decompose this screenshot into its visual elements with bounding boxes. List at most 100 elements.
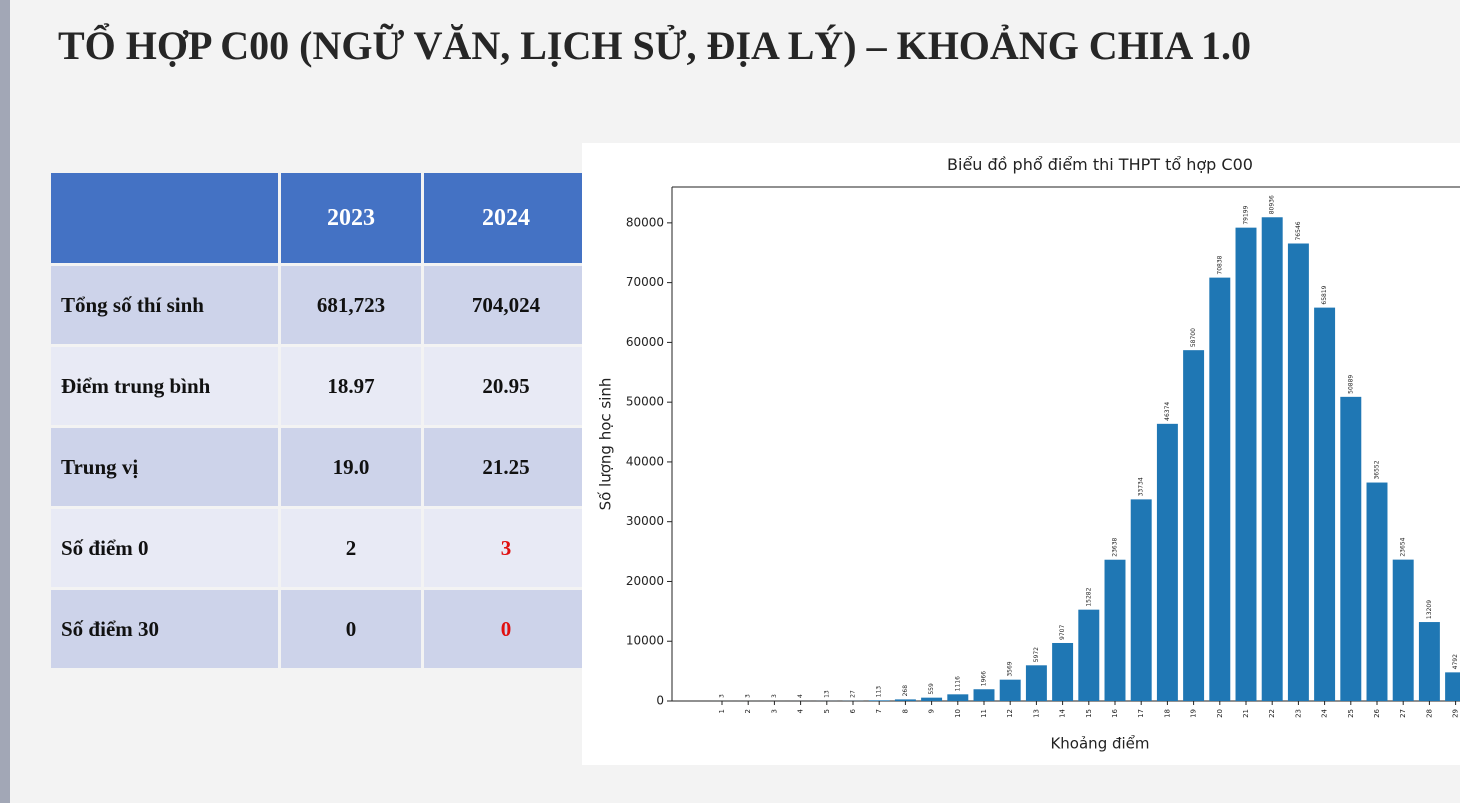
data-label: 79199 bbox=[1243, 205, 1250, 224]
stats-table: 2023 2024 Tổng số thí sinh 681,723 704,024 Đi… bbox=[48, 170, 591, 671]
bar bbox=[1445, 672, 1460, 701]
x-tick-label: 3 bbox=[770, 709, 778, 713]
data-label: 70838 bbox=[1216, 255, 1223, 274]
x-tick-label: 28 bbox=[1425, 709, 1433, 718]
data-label: 9707 bbox=[1059, 625, 1066, 640]
value-cell: 19.0 bbox=[281, 428, 421, 506]
table-row: Số điểm 30 0 0 bbox=[51, 590, 588, 668]
x-tick-label: 17 bbox=[1137, 709, 1145, 718]
value-cell: 704,024 bbox=[424, 266, 588, 344]
x-tick-label: 19 bbox=[1190, 709, 1198, 718]
x-tick-label: 4 bbox=[797, 708, 805, 713]
bar bbox=[1052, 642, 1074, 701]
label-cell: Số điểm 30 bbox=[51, 590, 278, 668]
value-cell: 20.95 bbox=[424, 347, 588, 425]
y-tick-label: 30000 bbox=[626, 514, 664, 528]
data-label: 3 bbox=[719, 694, 726, 698]
y-tick-label: 20000 bbox=[626, 574, 664, 588]
data-label: 1116 bbox=[954, 676, 961, 691]
header-cell: 2023 bbox=[281, 173, 421, 263]
bar bbox=[1340, 396, 1362, 701]
x-tick-label: 1 bbox=[718, 709, 726, 713]
x-tick-label: 5 bbox=[823, 709, 831, 713]
data-label: 33734 bbox=[1138, 477, 1145, 496]
bar bbox=[1392, 559, 1414, 701]
table-row: Trung vị 19.0 21.25 bbox=[51, 428, 588, 506]
y-tick-label: 50000 bbox=[626, 395, 664, 409]
value-cell: 21.25 bbox=[424, 428, 588, 506]
x-tick-label: 23 bbox=[1294, 709, 1302, 718]
bar bbox=[894, 699, 916, 701]
data-label: 36552 bbox=[1374, 460, 1381, 479]
data-label: 58700 bbox=[1190, 328, 1197, 347]
x-tick-label: 25 bbox=[1347, 709, 1355, 718]
bar bbox=[999, 679, 1021, 701]
label-cell: Tổng số thí sinh bbox=[51, 266, 278, 344]
side-strip bbox=[0, 0, 10, 803]
data-label: 76546 bbox=[1295, 221, 1302, 240]
bar bbox=[1235, 227, 1257, 702]
x-tick-label: 13 bbox=[1032, 709, 1040, 718]
y-tick-label: 60000 bbox=[626, 335, 664, 349]
bar bbox=[921, 697, 943, 701]
chart-title: Biểu đồ phổ điểm thi THPT tổ hợp C00 bbox=[947, 155, 1253, 174]
data-label: 13 bbox=[823, 690, 830, 698]
x-axis-label: Khoảng điểm bbox=[1050, 735, 1149, 753]
bar bbox=[947, 694, 969, 701]
x-tick-label: 18 bbox=[1163, 709, 1171, 718]
x-tick-label: 26 bbox=[1373, 708, 1381, 717]
bar bbox=[1130, 499, 1152, 701]
bar bbox=[1104, 559, 1126, 701]
bar bbox=[1261, 217, 1283, 701]
chart-panel bbox=[582, 143, 1460, 765]
bar bbox=[1366, 482, 1388, 701]
y-tick-label: 80000 bbox=[626, 215, 664, 229]
y-tick-label: 70000 bbox=[626, 275, 664, 289]
x-tick-label: 24 bbox=[1321, 708, 1329, 717]
x-tick-label: 10 bbox=[954, 709, 962, 718]
x-tick-label: 20 bbox=[1216, 709, 1224, 718]
x-tick-label: 7 bbox=[875, 709, 883, 713]
y-tick-label: 0 bbox=[656, 694, 664, 708]
data-label: 13209 bbox=[1426, 600, 1433, 619]
table-row: Điểm trung bình 18.97 20.95 bbox=[51, 347, 588, 425]
data-label: 46374 bbox=[1164, 402, 1171, 421]
data-label: 3569 bbox=[1007, 661, 1014, 676]
x-tick-label: 12 bbox=[1006, 709, 1014, 718]
data-label: 268 bbox=[902, 685, 909, 697]
x-tick-label: 22 bbox=[1268, 709, 1276, 718]
bar bbox=[1418, 622, 1440, 701]
x-tick-label: 29 bbox=[1452, 709, 1460, 718]
data-label: 3 bbox=[745, 694, 752, 698]
data-label: 50889 bbox=[1347, 375, 1354, 394]
x-tick-label: 15 bbox=[1085, 709, 1093, 718]
x-tick-label: 27 bbox=[1399, 709, 1407, 718]
bar bbox=[1314, 307, 1336, 701]
bar bbox=[973, 689, 995, 701]
data-label: 27 bbox=[850, 690, 857, 698]
data-label: 1966 bbox=[981, 671, 988, 686]
label-cell: Trung vị bbox=[51, 428, 278, 506]
value-cell: 2 bbox=[281, 509, 421, 587]
x-tick-label: 11 bbox=[980, 709, 988, 718]
data-label: 80936 bbox=[1269, 195, 1276, 214]
data-label: 23654 bbox=[1400, 537, 1407, 556]
value-cell: 0 bbox=[281, 590, 421, 668]
y-axis-label: Số lượng học sinh bbox=[597, 378, 615, 511]
bar bbox=[1078, 609, 1100, 701]
data-label: 559 bbox=[928, 683, 935, 695]
header-cell: 2024 bbox=[424, 173, 588, 263]
value-cell: 3 bbox=[424, 509, 588, 587]
value-cell: 0 bbox=[424, 590, 588, 668]
value-cell: 18.97 bbox=[281, 347, 421, 425]
table-row: Tổng số thí sinh 681,723 704,024 bbox=[51, 266, 588, 344]
label-cell: Số điểm 0 bbox=[51, 509, 278, 587]
y-tick-label: 40000 bbox=[626, 454, 664, 468]
value-cell: 681,723 bbox=[281, 266, 421, 344]
data-label: 3 bbox=[771, 694, 778, 698]
bar bbox=[1183, 350, 1205, 701]
x-tick-label: 6 bbox=[849, 708, 857, 713]
